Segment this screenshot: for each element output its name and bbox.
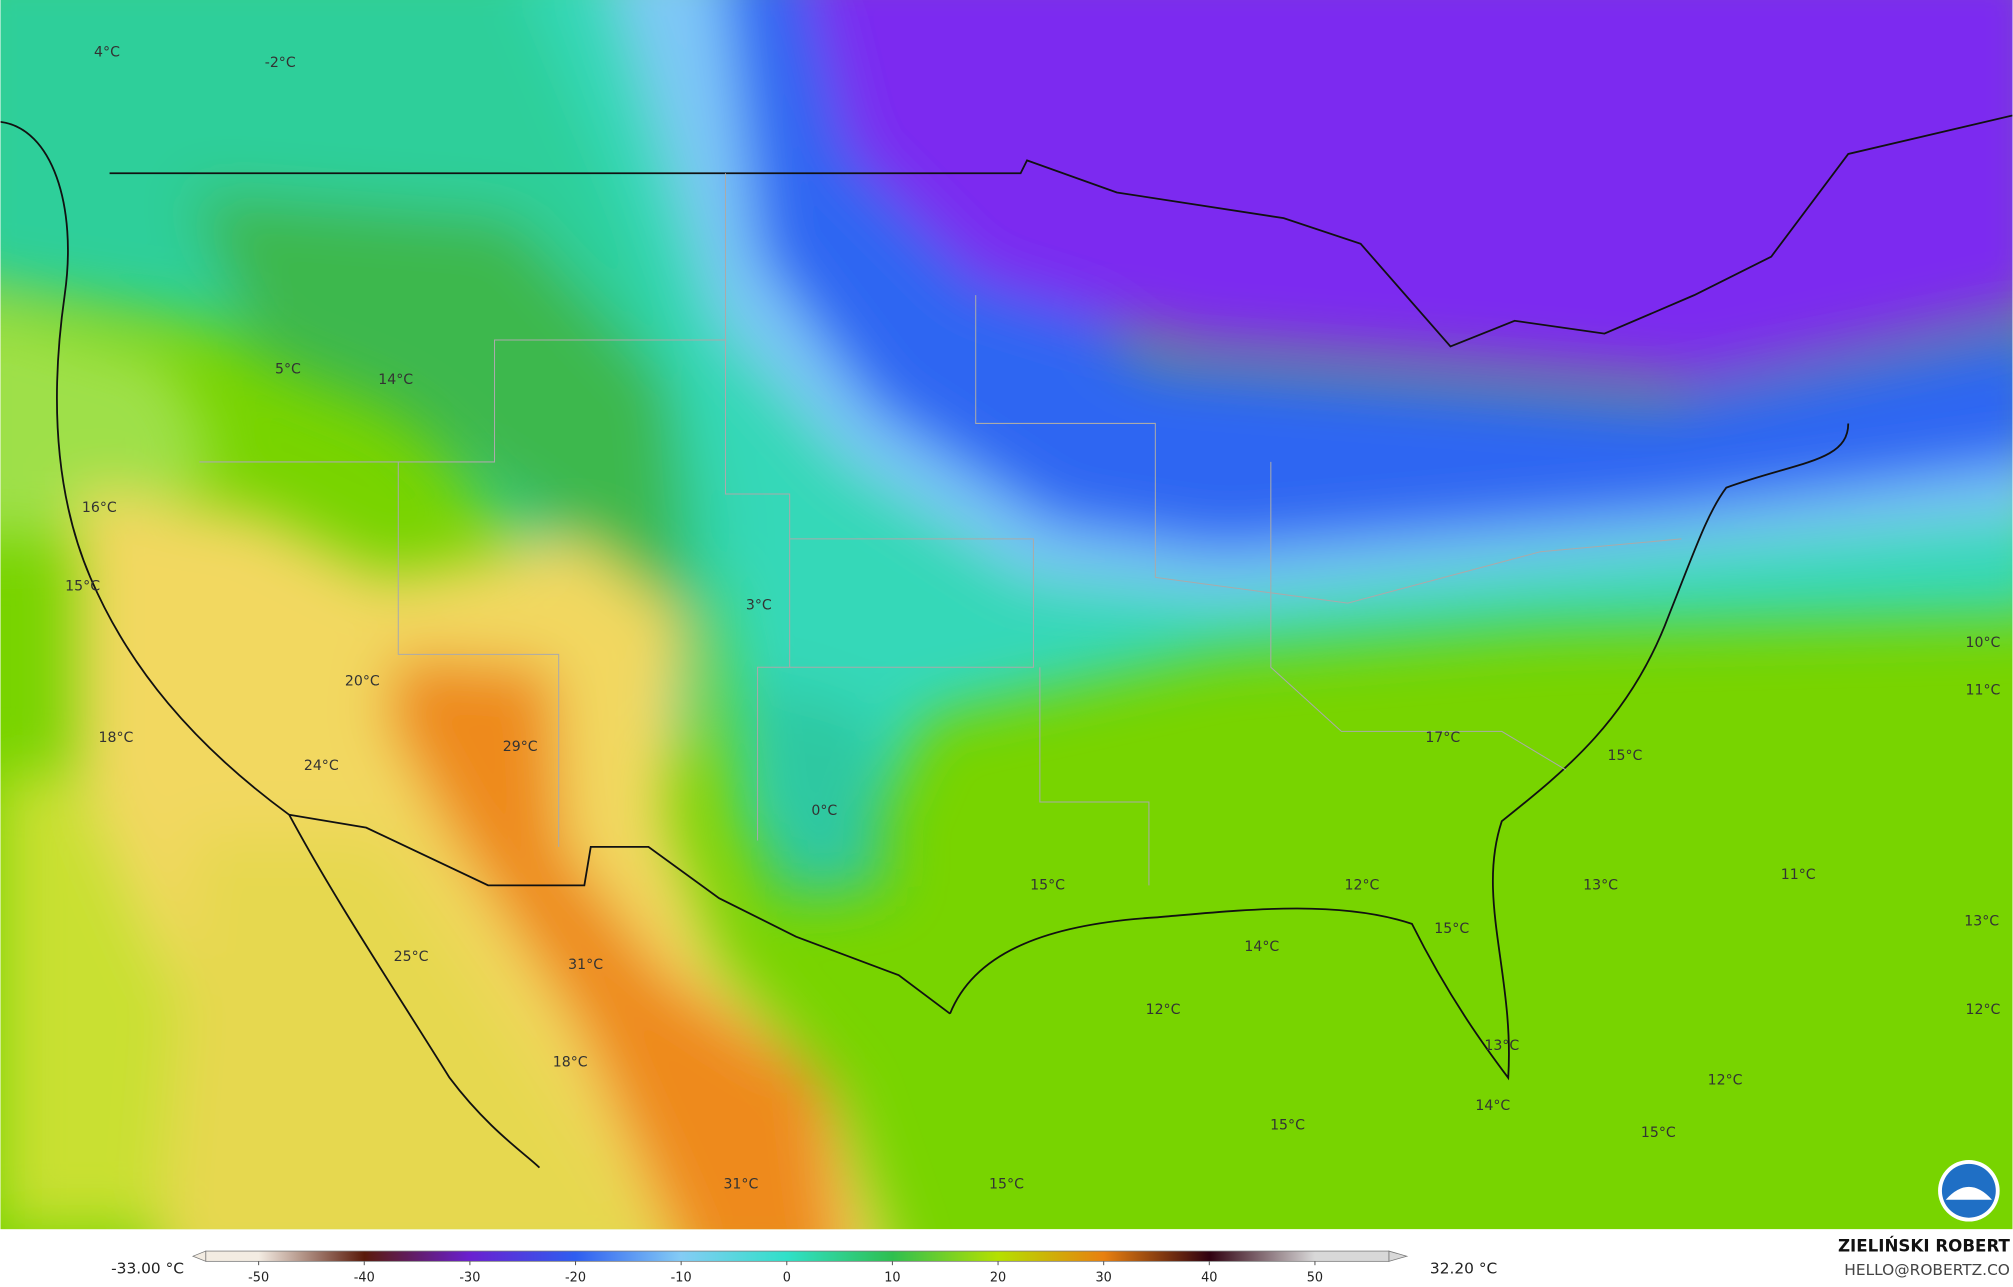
colorbar-arrow-left bbox=[191, 1250, 207, 1262]
credit-author: ZIELIŃSKI ROBERT bbox=[1838, 1237, 2011, 1256]
temperature-label: 14°C bbox=[1244, 939, 1279, 955]
temperature-label: 15°C bbox=[1608, 748, 1643, 764]
colorbar-tick-label: 40 bbox=[1201, 1271, 1217, 1286]
colorbar-min: -33.00 °C bbox=[111, 1260, 184, 1278]
temperature-label: 12°C bbox=[1146, 1002, 1181, 1018]
colorbar-tick-label: -10 bbox=[671, 1271, 692, 1286]
noaa-logo bbox=[1938, 1159, 2000, 1222]
temperature-label: 15°C bbox=[1641, 1125, 1676, 1141]
temperature-label: 10°C bbox=[1966, 635, 2001, 651]
temperature-label: 5°C bbox=[275, 362, 301, 378]
temperature-label: 20°C bbox=[345, 673, 380, 689]
colorbar-tick-label: 20 bbox=[990, 1271, 1006, 1286]
colorbar-tick-label: 50 bbox=[1307, 1271, 1323, 1286]
temperature-label: 12°C bbox=[1708, 1072, 1743, 1088]
temperature-label: 12°C bbox=[1344, 877, 1379, 893]
temperature-label: 15°C bbox=[1434, 921, 1469, 937]
temperature-label: 12°C bbox=[1966, 1002, 2001, 1018]
temperature-label: 15°C bbox=[65, 578, 100, 594]
temperature-label: 15°C bbox=[1030, 877, 1065, 893]
state-lines bbox=[199, 173, 1682, 886]
temperature-label: 15°C bbox=[1270, 1117, 1305, 1133]
temperature-label: -2°C bbox=[265, 55, 296, 71]
temperature-label: 13°C bbox=[1964, 913, 1999, 929]
colorbar-tick-label: -40 bbox=[354, 1271, 375, 1286]
temperature-label: 29°C bbox=[503, 739, 538, 755]
temperature-label: 11°C bbox=[1781, 867, 1816, 883]
temperature-label: 31°C bbox=[723, 1176, 758, 1192]
temperature-label: 17°C bbox=[1425, 730, 1460, 746]
temperature-label: 16°C bbox=[82, 500, 117, 516]
temperature-label: 25°C bbox=[394, 949, 429, 965]
borders bbox=[0, 114, 2013, 1169]
colorbar-tick-label: 0 bbox=[783, 1271, 791, 1286]
temperature-label: 15°C bbox=[989, 1176, 1024, 1192]
temperature-label: 18°C bbox=[99, 730, 134, 746]
temperature-label: 13°C bbox=[1484, 1038, 1519, 1054]
temperature-label: 31°C bbox=[568, 957, 603, 973]
temperature-label: 4°C bbox=[94, 45, 120, 61]
colorbar-tick-label: -50 bbox=[248, 1271, 269, 1286]
credit-email: HELLO@ROBERTZ.CO bbox=[1844, 1261, 2010, 1279]
colorbar-tick-label: -30 bbox=[459, 1271, 480, 1286]
temperature-label: 11°C bbox=[1966, 682, 2001, 698]
temperature-label: 24°C bbox=[304, 758, 339, 774]
temperature-label: 14°C bbox=[1475, 1098, 1510, 1114]
temperature-label: 18°C bbox=[553, 1054, 588, 1070]
colorbar-arrow-right bbox=[1388, 1250, 1409, 1262]
temperature-label: 13°C bbox=[1583, 877, 1618, 893]
temperature-label: 3°C bbox=[746, 598, 772, 614]
colorbar-tick-label: -20 bbox=[565, 1271, 586, 1286]
colorbar-tick-label: 10 bbox=[884, 1271, 900, 1286]
temperature-label: 14°C bbox=[378, 372, 413, 388]
colorbar-tick-label: 30 bbox=[1096, 1271, 1112, 1286]
colorbar bbox=[205, 1250, 1390, 1262]
temperature-label: 0°C bbox=[811, 803, 837, 819]
colorbar-max: 32.20 °C bbox=[1430, 1260, 1497, 1278]
